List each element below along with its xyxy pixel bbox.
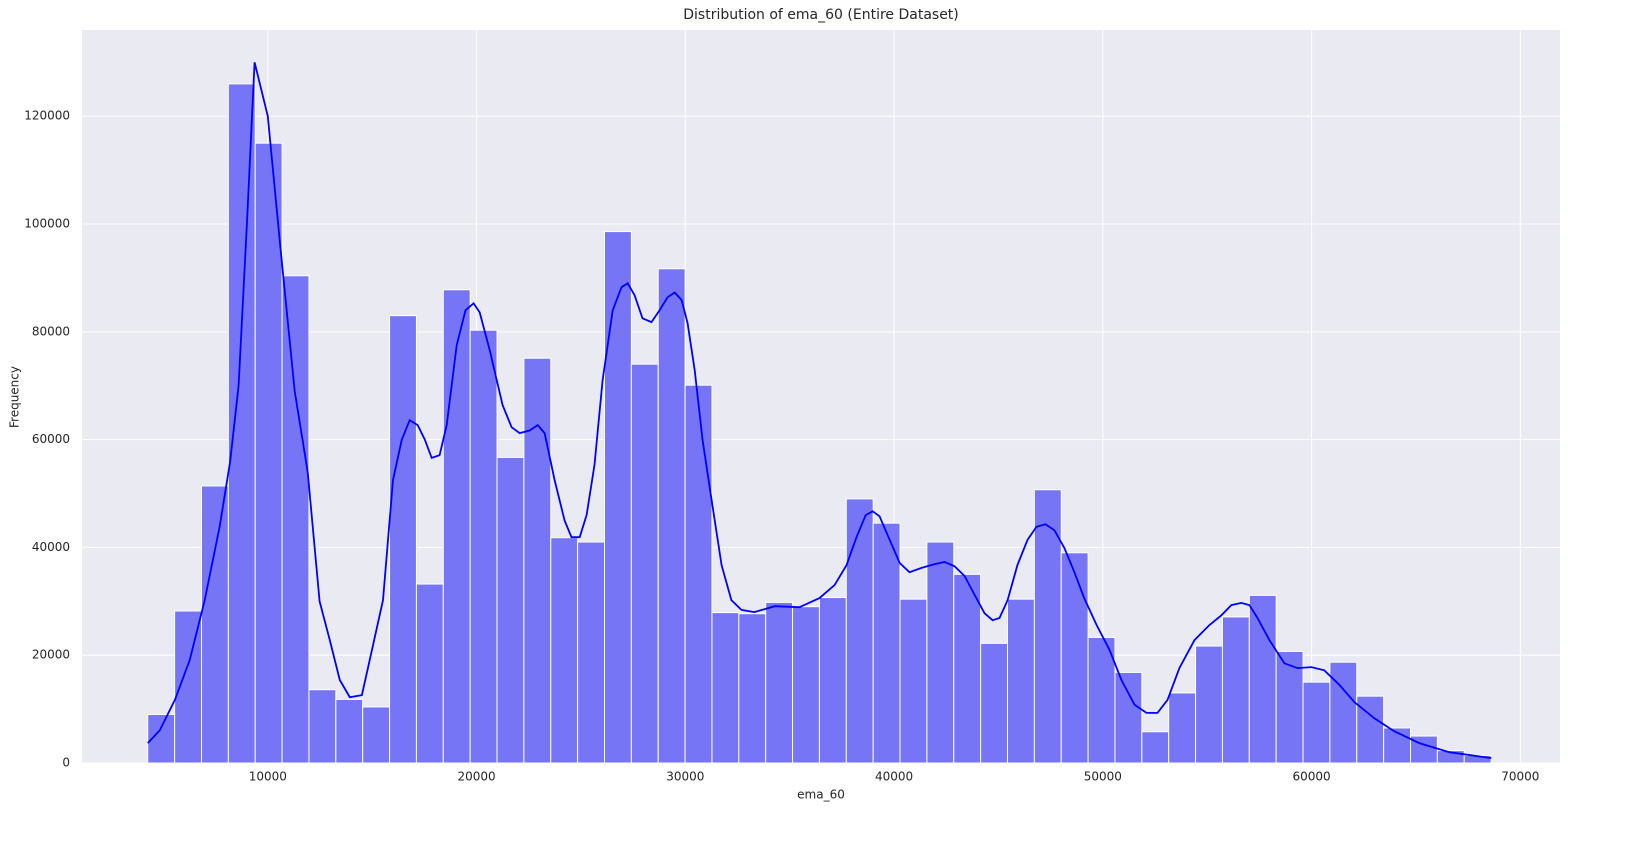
y-tick-label: 0 bbox=[62, 756, 70, 770]
bar bbox=[1033, 489, 1062, 764]
y-tick-label: 60000 bbox=[32, 432, 70, 446]
bar bbox=[872, 522, 901, 764]
x-tick-label: 30000 bbox=[666, 770, 704, 784]
bar bbox=[818, 597, 847, 764]
y-tick-label: 40000 bbox=[32, 540, 70, 554]
bar bbox=[389, 315, 417, 764]
bar bbox=[711, 612, 740, 764]
x-tick-label: 50000 bbox=[1084, 770, 1122, 784]
bar bbox=[335, 698, 364, 764]
bar bbox=[1087, 636, 1116, 764]
bar bbox=[227, 83, 256, 764]
x-tick-label: 60000 bbox=[1292, 770, 1330, 784]
bar bbox=[738, 613, 767, 764]
bar bbox=[1329, 661, 1358, 764]
bar bbox=[657, 268, 686, 764]
bar bbox=[523, 357, 552, 764]
bar bbox=[1060, 552, 1089, 764]
bar bbox=[496, 456, 525, 764]
bar bbox=[254, 142, 283, 764]
bar bbox=[1168, 692, 1197, 764]
bar bbox=[1302, 681, 1331, 764]
bar bbox=[415, 583, 444, 764]
chart-title: Distribution of ema_60 (Entire Dataset) bbox=[683, 7, 959, 23]
kde-line bbox=[147, 62, 1492, 759]
bar bbox=[442, 289, 471, 764]
y-tick-label: 20000 bbox=[32, 648, 70, 662]
bar bbox=[603, 231, 632, 764]
bar bbox=[174, 610, 202, 764]
y-axis-label: Frequency bbox=[8, 366, 22, 428]
bar bbox=[1114, 671, 1143, 764]
bar bbox=[1141, 731, 1170, 764]
x-tick-label: 40000 bbox=[875, 770, 913, 784]
bar bbox=[469, 329, 498, 764]
x-tick-label: 70000 bbox=[1501, 770, 1539, 784]
x-axis-label: ema_60 bbox=[797, 788, 845, 802]
bar bbox=[308, 689, 337, 764]
bar bbox=[630, 363, 659, 764]
bar bbox=[200, 485, 229, 764]
bar bbox=[926, 541, 955, 764]
bar bbox=[845, 498, 874, 764]
bar bbox=[792, 606, 820, 764]
y-tick-label: 80000 bbox=[32, 324, 70, 338]
bar bbox=[899, 598, 928, 764]
bar bbox=[550, 537, 579, 764]
bar bbox=[953, 573, 982, 764]
bar bbox=[281, 275, 310, 764]
bar bbox=[362, 706, 391, 764]
x-tick-label: 20000 bbox=[457, 770, 495, 784]
y-tick-label: 100000 bbox=[24, 217, 70, 231]
bar bbox=[1221, 616, 1250, 764]
bar bbox=[684, 384, 713, 764]
bar bbox=[1007, 598, 1035, 764]
bar bbox=[1248, 594, 1277, 764]
x-tick-label: 10000 bbox=[249, 770, 287, 784]
bar bbox=[765, 601, 794, 764]
bar bbox=[1195, 645, 1223, 764]
bar bbox=[577, 541, 605, 764]
y-tick-label: 120000 bbox=[24, 109, 70, 123]
bar bbox=[980, 642, 1009, 764]
